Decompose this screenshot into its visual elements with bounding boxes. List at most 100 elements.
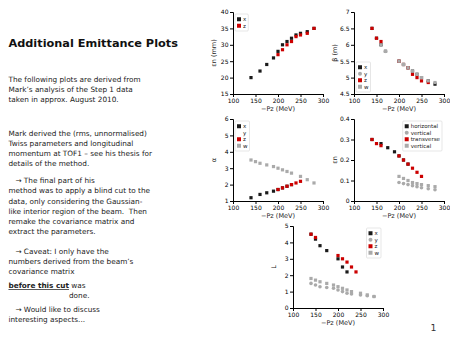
tick: 300 [318,201,330,211]
point [281,168,284,171]
point [332,287,336,291]
legend-swatch [405,124,409,128]
paragraph-line: interesting aspects... [8,315,85,324]
point [406,66,409,69]
paragraph-line: The following plots are derived from [7,75,140,84]
tick-label: 5 [225,132,229,139]
point [397,154,400,157]
point [332,283,335,286]
tick-mark [230,12,233,13]
point [299,180,302,183]
point [249,196,252,199]
point [306,178,309,181]
tick-mark [290,259,293,260]
x-axis-title: −Pz (MeV) [321,319,355,327]
tick: 2 [285,272,293,279]
series [397,175,436,188]
tick-label: 150 [371,97,383,104]
marks [309,233,376,299]
point [370,27,374,31]
point [397,154,400,157]
legend-swatch [237,144,241,148]
paragraph-line: remake the covariance matrix and [8,217,134,226]
tick: 30 [221,41,233,48]
tick-label: 150 [250,204,262,211]
point [415,185,419,189]
legend-label: w [243,143,248,149]
point [415,73,418,76]
point [415,73,418,76]
point [276,50,279,53]
tick-label: 100 [228,97,240,104]
legend-label: x [243,16,247,22]
point [341,265,344,268]
point [411,167,414,170]
tick-mark [230,185,233,186]
tick-mark [290,226,293,227]
legend-label: x [364,64,368,70]
legend-swatch [358,65,362,69]
tick-label: 100 [288,311,300,318]
point [433,185,436,188]
tick: 250 [355,308,367,318]
point [314,236,317,239]
point [427,184,430,187]
tick-label: 100 [349,204,361,211]
tick-label: 300 [439,97,450,104]
legend-swatch [369,238,373,242]
tick-mark [290,292,293,293]
point [397,59,401,63]
tick: 100 [349,201,361,211]
point [276,188,279,191]
point [276,188,279,191]
point [415,73,419,77]
x-axis-title: −Pz (MeV) [382,105,416,113]
series [309,277,375,298]
axis-line [351,120,355,202]
tick: 4 [285,239,293,246]
tick-mark [351,61,354,62]
point [402,182,406,186]
tick-label: 35 [221,25,229,32]
point [384,50,387,53]
y-axis-title: εn [331,156,339,164]
tick-mark [351,119,354,120]
point [294,181,297,184]
tick: 25 [221,58,233,65]
paragraph-line: like interior region of the beam. Then [8,207,147,216]
tick: 15 [221,90,233,97]
point [375,142,378,145]
text-panel: Additional Emittance PlotsThe following … [7,37,178,324]
tick: 250 [416,201,428,211]
legend-swatch [358,78,362,82]
series [370,27,429,84]
y-axis-title: εn (mm) [210,39,218,66]
legend-label: vertical [411,130,432,136]
legend-swatch [237,17,241,21]
tick: 5.5 [340,58,354,65]
legend-label: w [375,250,380,256]
point [318,285,322,289]
marks [249,27,315,79]
tick: 300 [439,201,450,211]
legend-swatch [369,244,373,248]
tick: 100 [288,308,300,318]
tick-label: 5 [285,222,289,229]
tick-label: 4 [285,239,289,246]
tick-label: 100 [349,97,361,104]
tick: 0.2 [340,156,354,163]
point [397,175,400,178]
marks [249,158,315,199]
tick-mark [230,78,233,79]
tick-label: 250 [295,204,307,211]
legend-frame [235,14,248,31]
point [309,277,312,280]
tick-label: 3 [285,255,289,262]
series [249,27,315,79]
tick-label: 100 [228,204,240,211]
series [276,27,315,56]
tick-mark [351,160,354,161]
legend-label: z [243,136,246,142]
legend-label: z [375,243,378,249]
tick-label: 300 [439,204,450,211]
